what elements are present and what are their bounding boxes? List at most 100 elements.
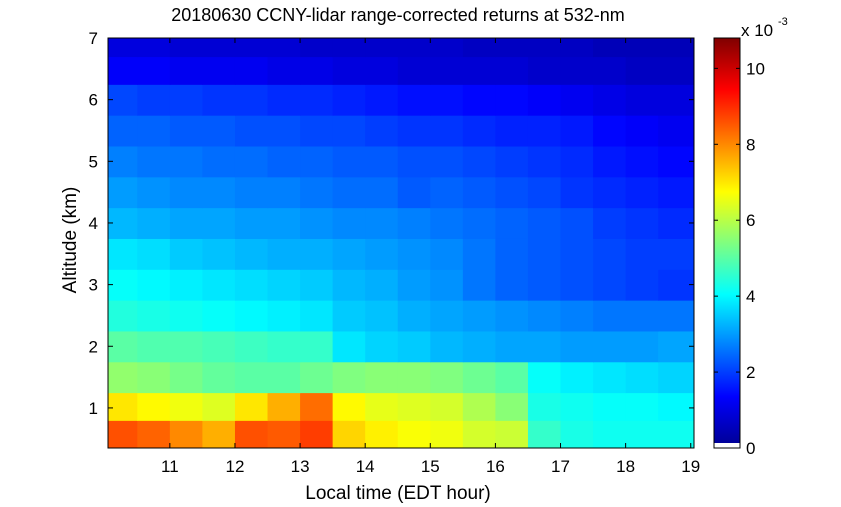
heatmap-cell: [169, 420, 204, 448]
heatmap-cell: [462, 207, 497, 239]
heatmap-cell: [365, 115, 399, 147]
heatmap-cell: [108, 56, 138, 85]
heatmap-cell: [495, 330, 529, 363]
heatmap-cell: [202, 56, 236, 85]
heatmap-cell: [300, 238, 334, 270]
heatmap-cell: [658, 420, 694, 448]
heatmap-cell: [169, 38, 204, 58]
heatmap-cell: [267, 145, 301, 178]
heatmap-cell: [267, 38, 301, 58]
heatmap-cell: [108, 115, 138, 147]
x-tick-label: 15: [421, 457, 440, 476]
heatmap-cell: [169, 330, 204, 363]
colorbar-frame: [713, 37, 741, 449]
heatmap-cell: [430, 84, 464, 116]
heatmap-cell: [332, 361, 366, 394]
heatmap-cell: [430, 56, 464, 85]
heatmap-cell: [593, 330, 627, 363]
heatmap-cell: [108, 38, 138, 58]
heatmap-cell: [300, 330, 334, 363]
heatmap-cell: [527, 420, 562, 448]
heatmap-cell: [169, 207, 204, 239]
heatmap-cell: [169, 176, 204, 209]
y-axis: 1 2 3 4 5 6 7: [89, 29, 694, 418]
heatmap-cell: [234, 420, 269, 448]
heatmap-cell: [560, 392, 594, 421]
heatmap-cell: [365, 207, 399, 239]
heatmap-cell: [267, 84, 301, 116]
heatmap-cell: [234, 115, 269, 147]
heatmap-cell: [593, 207, 627, 239]
heatmap-cell: [365, 84, 399, 116]
heatmap-cell: [332, 330, 366, 363]
chart-title: 20180630 CCNY-lidar range-corrected retu…: [171, 5, 625, 25]
colorbar-gradient: [714, 38, 740, 448]
heatmap-cell: [593, 145, 627, 178]
heatmap-cell: [397, 238, 431, 270]
heatmap-cell: [108, 300, 138, 332]
heatmap-cell: [137, 207, 171, 239]
heatmap-cell: [202, 420, 236, 448]
heatmap-cell: [593, 300, 627, 332]
colorbar-tick-label: 4: [746, 287, 755, 306]
heatmap-cell: [560, 84, 594, 116]
heatmap-cell: [495, 207, 529, 239]
heatmap-cell: [365, 420, 399, 448]
colorbar-tick-label: 2: [746, 363, 755, 382]
heatmap-cell: [593, 238, 627, 270]
heatmap-cell: [625, 238, 659, 270]
y-tick-label: 5: [89, 152, 98, 171]
heatmap-cell: [658, 238, 694, 270]
heatmap-cell: [658, 300, 694, 332]
heatmap-cell: [137, 56, 171, 85]
heatmap-cell: [397, 115, 431, 147]
x-axis-title: Local time (EDT hour): [305, 483, 491, 504]
heatmap-cell: [430, 300, 464, 332]
heatmap-cell: [430, 115, 464, 147]
x-axis: 11 12 13 14 15 16 17 18 19: [161, 38, 700, 476]
heatmap-cell: [625, 56, 659, 85]
heatmap-cell: [169, 300, 204, 332]
colorbar-tick-label: 10: [746, 59, 765, 78]
heatmap-cell: [560, 330, 594, 363]
heatmap-cell: [560, 238, 594, 270]
heatmap-cell: [462, 300, 497, 332]
heatmap-cell: [267, 207, 301, 239]
heatmap-cell: [625, 176, 659, 209]
heatmap-cell: [108, 238, 138, 270]
heatmap-cell: [202, 84, 236, 116]
x-tick-label: 18: [616, 457, 635, 476]
heatmap-cell: [462, 176, 497, 209]
heatmap-cell: [430, 269, 464, 301]
heatmap-cell: [625, 420, 659, 448]
heatmap-cell: [300, 38, 334, 58]
heatmap-cell: [332, 420, 366, 448]
heatmap-cell: [658, 269, 694, 301]
heatmap-cell: [234, 84, 269, 116]
colorbar: 0 2 4 6 8 10 x 10 -3: [713, 16, 788, 458]
heatmap-cell: [332, 392, 366, 421]
y-tick-label: 2: [89, 337, 98, 356]
heatmap-cell: [495, 392, 529, 421]
heatmap-cell: [560, 145, 594, 178]
heatmap-cell: [108, 176, 138, 209]
colorbar-exponent-base: x 10: [741, 21, 773, 40]
heatmap-cell: [137, 269, 171, 301]
heatmap-cell: [267, 269, 301, 301]
heatmap-cell: [430, 176, 464, 209]
heatmap-cell: [267, 420, 301, 448]
heatmap-cell: [169, 115, 204, 147]
heatmap-cell: [234, 56, 269, 85]
colorbar-tick-label: 8: [746, 135, 755, 154]
heatmap-cell: [527, 56, 562, 85]
heatmap-cell: [169, 56, 204, 85]
heatmap-cell: [593, 115, 627, 147]
heatmap-cell: [267, 176, 301, 209]
heatmap-cell: [137, 84, 171, 116]
heatmap-cell: [332, 176, 366, 209]
heatmap-cell: [430, 238, 464, 270]
heatmap-cell: [462, 145, 497, 178]
heatmap-cell: [169, 145, 204, 178]
colorbar-exponent: -3: [778, 16, 788, 28]
